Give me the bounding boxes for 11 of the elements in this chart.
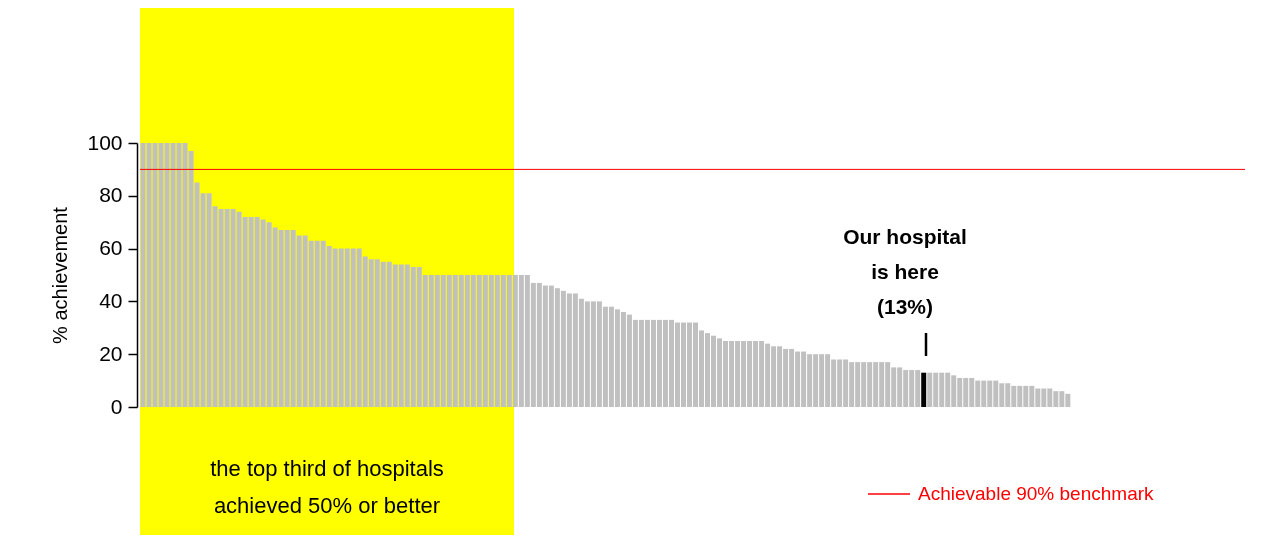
legend-label: Achievable 90% benchmark [918,483,1155,504]
y-tick-label: 60 [99,236,123,260]
y-tick-label: 80 [99,183,123,207]
y-axis-title: % achievement [49,206,72,344]
y-tick-label: 0 [110,394,123,418]
y-tick-label: 100 [87,130,123,154]
y-tick-label: 40 [99,288,123,312]
y-tick-label: 20 [99,341,123,365]
bar [921,372,927,407]
annotation: Our hospital is here (13%) [843,225,967,318]
text: the top third of hospitals achieved 50% or better [210,456,444,518]
